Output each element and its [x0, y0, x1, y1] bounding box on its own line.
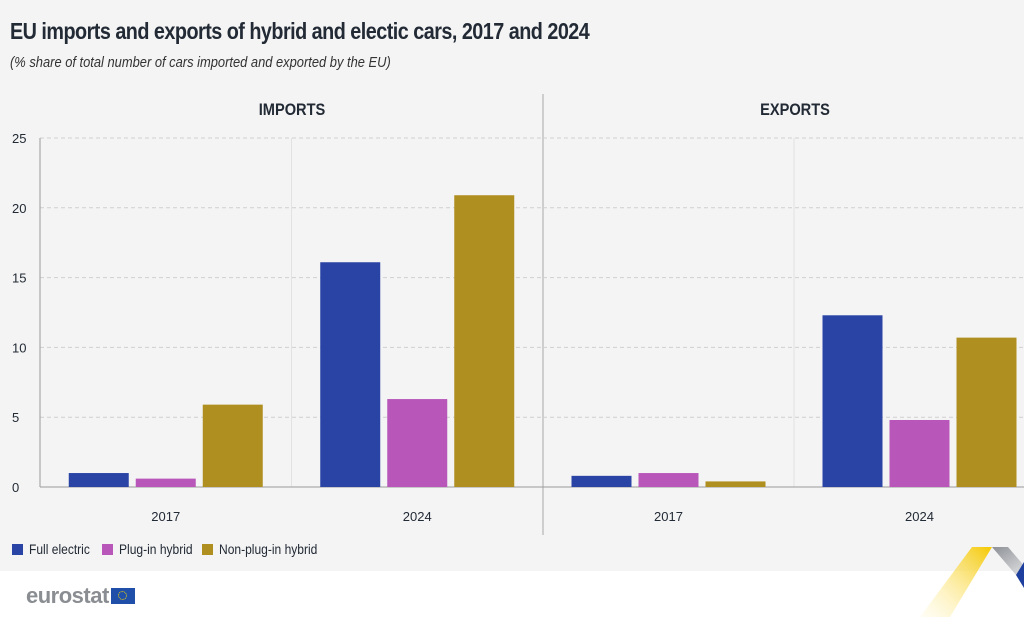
bar-imports-2017-full-electric — [68, 473, 129, 487]
panel-title-exports: EXPORTS — [760, 101, 830, 119]
bar-imports-2017-non-plug-in-hybrid — [202, 404, 263, 487]
y-tick-label: 15 — [12, 271, 26, 286]
bar-imports-2017-plug-in-hybrid — [135, 478, 196, 487]
y-tick-label: 5 — [12, 410, 19, 425]
y-tick-label: 0 — [12, 480, 19, 495]
legend-item-non-plug-in-hybrid: Non-plug-in hybrid — [202, 541, 333, 557]
chart-subtitle: (% share of total number of cars importe… — [10, 54, 391, 71]
y-tick-label: 25 — [12, 131, 26, 146]
legend-swatch-plug-in-hybrid — [101, 543, 113, 555]
bar-imports-2024-plug-in-hybrid — [387, 399, 448, 487]
y-tick-label: 20 — [12, 201, 26, 216]
legend-label: Non-plug-in hybrid — [219, 541, 318, 557]
panel-title-imports: IMPORTS — [259, 101, 326, 119]
y-tick-label: 10 — [12, 340, 26, 355]
legend-swatch-full-electric — [12, 543, 23, 555]
eurostat-logo: eurostat — [26, 583, 135, 609]
legend-label: Full electric — [29, 541, 90, 557]
legend-label: Plug-in hybrid — [118, 541, 193, 557]
bar-exports-2017-full-electric — [571, 475, 632, 487]
legend-swatch-non-plug-in-hybrid — [202, 543, 214, 555]
legend: Full electric Plug-in hybrid Non-plug-in… — [12, 541, 344, 557]
x-tick-label: 2017 — [151, 509, 180, 524]
bar-exports-2017-plug-in-hybrid — [638, 473, 699, 487]
bar-exports-2017-non-plug-in-hybrid — [705, 481, 766, 487]
bar-exports-2024-non-plug-in-hybrid — [956, 337, 1017, 487]
corner-decoration-icon — [920, 547, 1024, 617]
bar-exports-2024-plug-in-hybrid — [889, 419, 950, 487]
bar-exports-2024-full-electric — [822, 315, 883, 487]
legend-item-full-electric: Full electric — [12, 541, 100, 557]
x-tick-label: 2024 — [403, 509, 432, 524]
bar-imports-2024-non-plug-in-hybrid — [454, 195, 515, 487]
logo-text: eurostat — [26, 583, 109, 608]
chart-area: IMPORTS 0 5 10 15 20 25 2017 2024 EXPORTS 2017 2024 — [12, 94, 1024, 535]
legend-item-plug-in-hybrid: Plug-in hybrid — [101, 541, 205, 557]
eu-flag-icon — [110, 588, 135, 604]
chart-title: EU imports and exports of hybrid and ele… — [10, 18, 590, 44]
bar-imports-2024-full-electric — [320, 262, 381, 487]
x-tick-label: 2024 — [905, 509, 934, 524]
x-tick-label: 2017 — [654, 509, 683, 524]
